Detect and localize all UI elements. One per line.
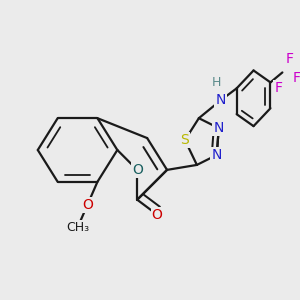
Text: N: N <box>212 148 222 162</box>
Text: N: N <box>215 93 226 107</box>
Text: CH₃: CH₃ <box>66 221 89 234</box>
Text: H: H <box>212 76 221 89</box>
Text: F: F <box>274 81 282 95</box>
Text: F: F <box>292 71 300 85</box>
Text: O: O <box>82 198 93 212</box>
Text: O: O <box>152 208 163 222</box>
Text: F: F <box>285 52 293 65</box>
Text: N: N <box>214 121 224 135</box>
Text: O: O <box>132 163 143 177</box>
Text: S: S <box>181 133 189 147</box>
